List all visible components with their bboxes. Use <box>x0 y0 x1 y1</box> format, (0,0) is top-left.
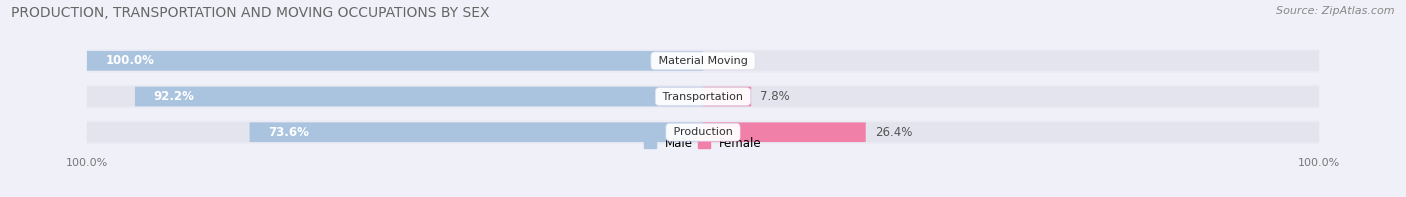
Text: 100.0%: 100.0% <box>105 54 155 67</box>
FancyBboxPatch shape <box>703 122 866 142</box>
FancyBboxPatch shape <box>703 51 1319 71</box>
Text: Source: ZipAtlas.com: Source: ZipAtlas.com <box>1277 6 1395 16</box>
FancyBboxPatch shape <box>135 87 703 106</box>
Text: PRODUCTION, TRANSPORTATION AND MOVING OCCUPATIONS BY SEX: PRODUCTION, TRANSPORTATION AND MOVING OC… <box>11 6 489 20</box>
Text: Material Moving: Material Moving <box>655 56 751 66</box>
FancyBboxPatch shape <box>87 85 1319 108</box>
FancyBboxPatch shape <box>87 120 1319 144</box>
Text: 26.4%: 26.4% <box>875 126 912 139</box>
FancyBboxPatch shape <box>87 49 1319 73</box>
FancyBboxPatch shape <box>87 122 703 142</box>
Text: Production: Production <box>669 127 737 137</box>
Legend: Male, Female: Male, Female <box>644 137 762 150</box>
FancyBboxPatch shape <box>703 86 1319 107</box>
Text: 7.8%: 7.8% <box>761 90 790 103</box>
Text: 92.2%: 92.2% <box>153 90 194 103</box>
Text: 73.6%: 73.6% <box>269 126 309 139</box>
FancyBboxPatch shape <box>703 87 751 106</box>
FancyBboxPatch shape <box>87 86 703 107</box>
FancyBboxPatch shape <box>249 122 703 142</box>
FancyBboxPatch shape <box>87 51 703 71</box>
FancyBboxPatch shape <box>703 122 1319 142</box>
FancyBboxPatch shape <box>87 51 703 71</box>
Text: 0.0%: 0.0% <box>713 54 742 67</box>
Text: Transportation: Transportation <box>659 92 747 101</box>
